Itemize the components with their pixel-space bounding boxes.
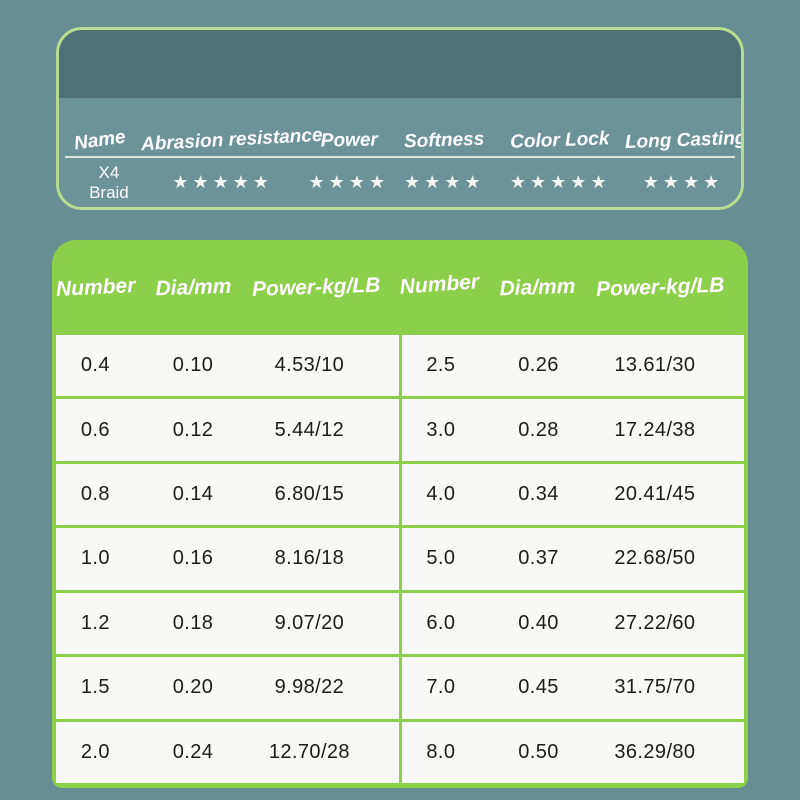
header-number-right: Number: [399, 269, 480, 299]
ratings-card-top-band: [59, 30, 741, 98]
spec-header-right-half: Number Dia/mm Power-kg/LB: [399, 240, 744, 335]
cell-dia-mm: 0.37: [518, 547, 559, 570]
table-row: 4.0 0.34 20.41/45: [401, 463, 744, 526]
cell-number: 2.5: [426, 354, 456, 377]
power-stars-icon: ★★★★: [308, 172, 390, 192]
ratings-column-abrasion-resistance: Abrasion resistance: [140, 124, 323, 156]
table-row: 2.0 0.24 12.70/28: [56, 721, 399, 783]
ratings-column-color-lock: Color Lock: [510, 128, 611, 153]
header-dia-right: Dia/mm: [499, 274, 576, 300]
cell-number: 5.0: [426, 547, 456, 570]
header-number-left: Number: [55, 273, 136, 301]
cell-number: 0.8: [80, 483, 110, 506]
table-row: 1.5 0.20 9.98/22: [56, 657, 399, 719]
cell-number: 8.0: [426, 740, 456, 763]
table-row: 0.8 0.14 6.80/15: [56, 463, 399, 526]
header-power-left: Power-kg/LB: [251, 273, 381, 301]
table-row: 0.6 0.12 5.44/12: [56, 399, 399, 461]
table-row: 2.5 0.26 13.61/30: [401, 335, 744, 397]
cell-number: 4.0: [426, 483, 456, 506]
spec-table: Number Dia/mm Power-kg/LB Number Dia/mm …: [52, 240, 748, 788]
cell-power-kg-lb: 12.70/28: [268, 740, 350, 763]
cell-number: 3.0: [426, 418, 456, 441]
cell-power-kg-lb: 9.98/22: [274, 676, 345, 699]
cell-power-kg-lb: 13.61/30: [614, 354, 696, 377]
header-dia-left: Dia/mm: [155, 274, 232, 300]
cell-number: 0.4: [80, 354, 110, 377]
abrasion-resistance-stars-icon: ★★★★★: [172, 172, 273, 192]
ratings-header-row: Name Abrasion resistance Power Softness …: [59, 125, 744, 156]
cell-dia-mm: 0.14: [172, 483, 214, 506]
spec-table-body: 0.4 0.10 4.53/10 0.6 0.12 5.44/12 0.8 0.14 6.80/…: [56, 335, 744, 783]
cell-power-kg-lb: 4.53/10: [274, 354, 345, 377]
table-row: 1.0 0.16 8.16/18: [56, 528, 399, 590]
cell-dia-mm: 0.45: [518, 676, 559, 699]
ratings-divider-line: [65, 156, 735, 158]
long-casting-stars-icon: ★★★★: [642, 172, 724, 192]
spec-table-header: Number Dia/mm Power-kg/LB Number Dia/mm …: [55, 240, 744, 335]
cell-power-kg-lb: 22.68/50: [614, 547, 696, 570]
table-row: 1.2 0.18 9.07/20: [56, 592, 399, 655]
cell-dia-mm: 0.20: [172, 676, 214, 699]
cell-number: 0.6: [80, 418, 110, 441]
spec-header-left-half: Number Dia/mm Power-kg/LB: [55, 240, 400, 335]
cell-power-kg-lb: 27.22/60: [614, 611, 696, 634]
cell-power-kg-lb: 9.07/20: [274, 611, 345, 634]
cell-dia-mm: 0.34: [518, 483, 559, 506]
ratings-column-softness: Softness: [403, 128, 485, 153]
table-row: 6.0 0.40 27.22/60: [401, 592, 744, 655]
ratings-card-body: Name Abrasion resistance Power Softness …: [59, 98, 741, 207]
cell-power-kg-lb: 31.75/70: [614, 676, 696, 699]
cell-number: 1.5: [80, 676, 110, 699]
spec-table-right-columns: 2.5 0.26 13.61/30 3.0 0.28 17.24/38 4.0 0.34 20.…: [401, 335, 744, 783]
cell-power-kg-lb: 8.16/18: [274, 547, 345, 570]
cell-dia-mm: 0.18: [172, 611, 214, 634]
table-row: 3.0 0.28 17.24/38: [401, 399, 744, 461]
spec-table-left-columns: 0.4 0.10 4.53/10 0.6 0.12 5.44/12 0.8 0.14 6.80/…: [56, 335, 399, 783]
ratings-value-row: X4 Braid ★★★★★ ★★★★ ★★★★ ★★★★★ ★★★★: [59, 158, 741, 207]
cell-dia-mm: 0.50: [518, 740, 559, 763]
table-row: 0.4 0.10 4.53/10: [56, 335, 399, 397]
cell-dia-mm: 0.26: [518, 354, 559, 377]
product-name: X4 Braid: [89, 162, 129, 202]
cell-dia-mm: 0.24: [172, 740, 214, 763]
cell-power-kg-lb: 5.44/12: [274, 418, 345, 441]
cell-dia-mm: 0.10: [172, 354, 214, 377]
cell-dia-mm: 0.12: [172, 418, 214, 441]
softness-stars-icon: ★★★★: [404, 172, 485, 192]
cell-power-kg-lb: 17.24/38: [614, 418, 696, 441]
table-row: 5.0 0.37 22.68/50: [401, 528, 744, 590]
cell-number: 2.0: [80, 740, 110, 763]
color-lock-stars-icon: ★★★★★: [509, 172, 611, 192]
cell-dia-mm: 0.16: [172, 547, 214, 570]
cell-dia-mm: 0.28: [518, 418, 559, 441]
table-row: 7.0 0.45 31.75/70: [401, 657, 744, 719]
cell-number: 1.2: [80, 611, 110, 634]
cell-power-kg-lb: 20.41/45: [614, 483, 696, 506]
table-row: 8.0 0.50 36.29/80: [401, 721, 744, 783]
ratings-column-power: Power: [320, 129, 378, 152]
cell-number: 6.0: [426, 611, 456, 634]
ratings-column-long-casting: Long Casting: [624, 127, 744, 154]
cell-dia-mm: 0.40: [518, 611, 559, 634]
cell-number: 1.0: [80, 547, 110, 570]
ratings-card: Name Abrasion resistance Power Softness …: [56, 27, 744, 210]
cell-power-kg-lb: 6.80/15: [274, 483, 345, 506]
cell-power-kg-lb: 36.29/80: [614, 740, 696, 763]
cell-number: 7.0: [426, 676, 456, 699]
header-power-right: Power-kg/LB: [595, 273, 725, 301]
